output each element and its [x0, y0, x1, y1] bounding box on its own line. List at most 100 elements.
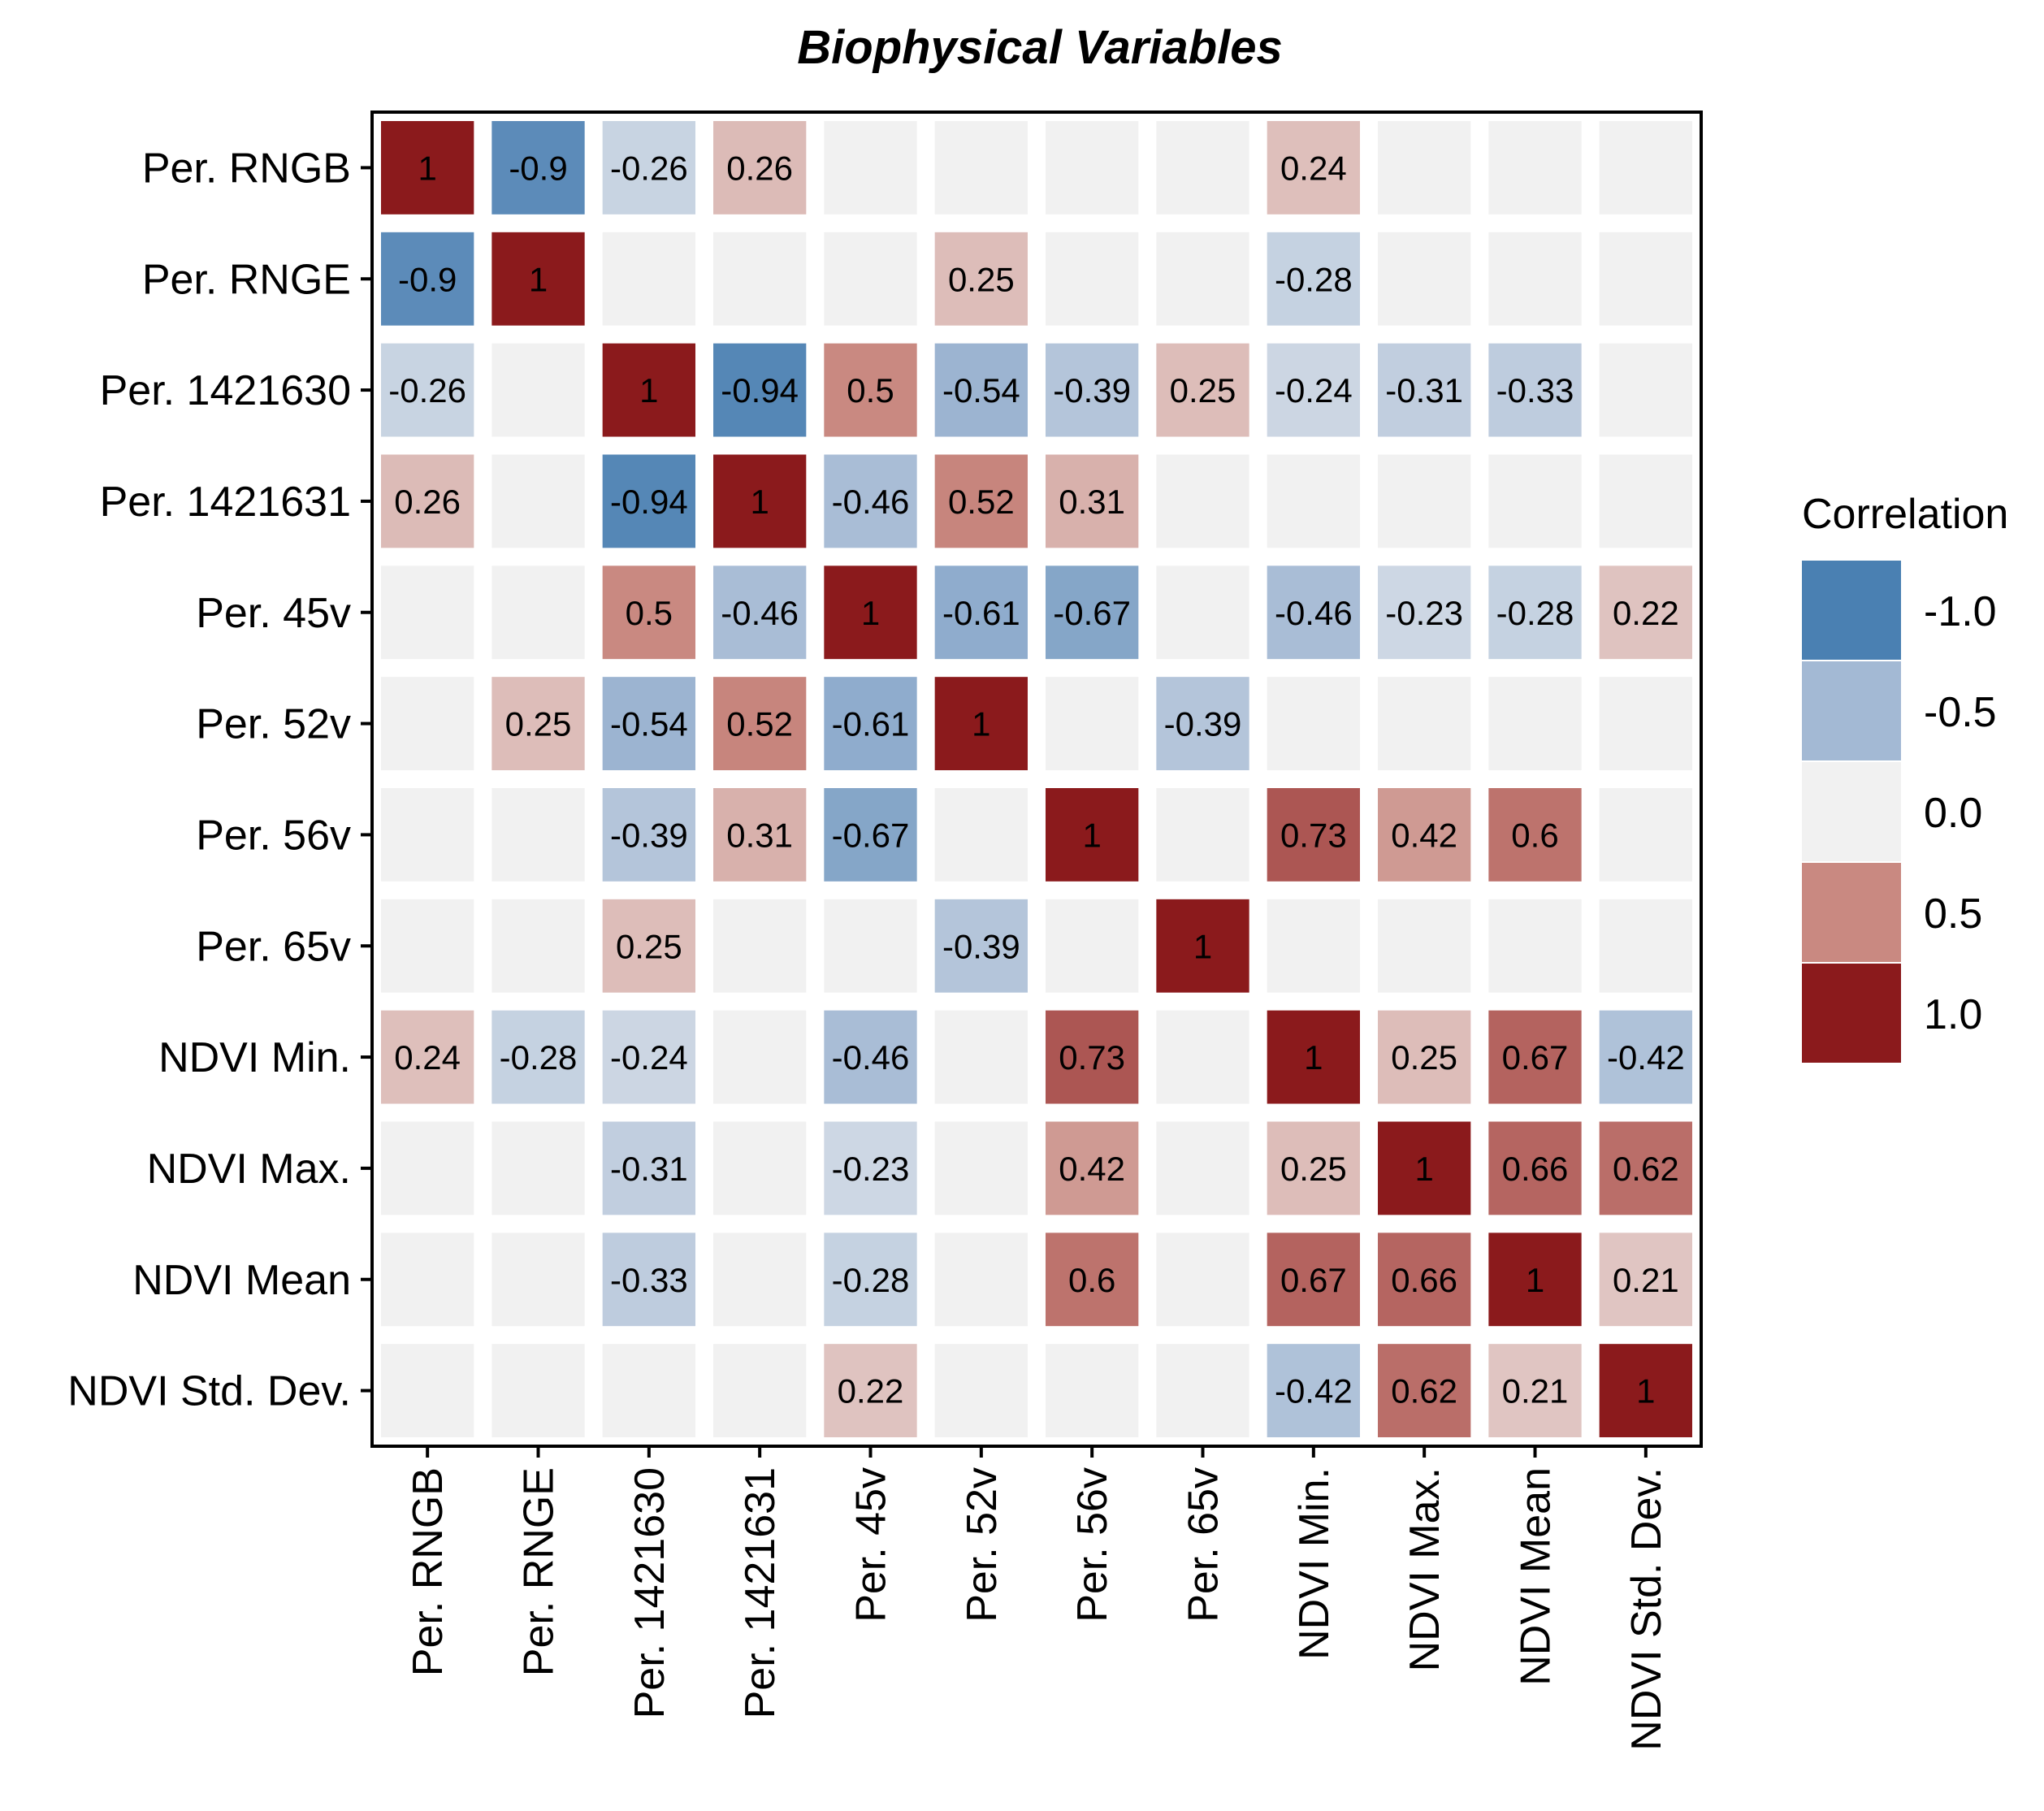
legend-label: 0.5 [1924, 890, 1982, 938]
heatmap-cell [1599, 343, 1692, 437]
cell-value-label: -0.39 [1164, 705, 1242, 743]
x-tick-label: Per. 52v [959, 1467, 1006, 1623]
heatmap-cell [602, 565, 695, 660]
heatmap-cell [1599, 1121, 1692, 1215]
heatmap-cell [381, 1121, 474, 1215]
heatmap-cell [1267, 1233, 1360, 1327]
heatmap-cell [934, 121, 1028, 214]
heatmap-cell [1046, 454, 1139, 548]
legend-swatch [1802, 863, 1901, 962]
heatmap-cell [1267, 1121, 1360, 1215]
x-tick-label: Per. 1421631 [737, 1467, 784, 1718]
cell-value-label: 0.67 [1280, 1261, 1347, 1299]
heatmap-cell [713, 1344, 807, 1437]
cell-value-label: 0.31 [1059, 483, 1125, 521]
cell-value-label: 0.21 [1613, 1261, 1679, 1299]
row-labels: Per. RNGB Per. RNGE Per. 1421630 Per. 14216… [67, 145, 372, 1415]
heatmap-cell [713, 1233, 807, 1327]
heatmap-cell [713, 343, 807, 437]
cell-value-label: 0.52 [948, 483, 1015, 521]
heatmap-cell [1488, 677, 1582, 770]
cell-value-label: -0.28 [832, 1261, 910, 1299]
x-tick-label: Per. RNGB [405, 1467, 452, 1676]
heatmap-cell [1599, 121, 1692, 214]
heatmap-cell [1267, 565, 1360, 660]
cell-value-label: -0.26 [388, 371, 466, 409]
heatmap-cell [602, 1233, 695, 1327]
heatmap-cell [1488, 121, 1582, 214]
heatmap-cell [1156, 232, 1249, 326]
heatmap-cell [1267, 454, 1360, 548]
cell-value-label: 0.73 [1059, 1038, 1125, 1077]
x-tick-label: Per. 65v [1180, 1467, 1228, 1623]
cell-value-label: 1 [1193, 927, 1212, 965]
heatmap-cell [602, 1121, 695, 1215]
heatmap-cell [1599, 788, 1692, 882]
heatmap-cell [1156, 454, 1249, 548]
legend-label: 1.0 [1924, 991, 1982, 1038]
heatmap-cell [1378, 1010, 1471, 1104]
cell-value-label: -0.31 [1385, 371, 1463, 409]
heatmap-cell [1046, 677, 1139, 770]
heatmap-cell [602, 232, 695, 326]
heatmap-cell [1488, 788, 1582, 882]
cell-value-label: 0.25 [948, 260, 1015, 298]
cell-value-label: -0.26 [610, 149, 688, 187]
heatmap-cell [1156, 677, 1249, 770]
heatmap-cell [1267, 677, 1360, 770]
cell-value-label: 0.62 [1391, 1372, 1457, 1410]
heatmap-cell [934, 343, 1028, 437]
cell-value-label: 0.31 [726, 816, 793, 854]
y-tick-label: Per. RNGE [142, 256, 351, 303]
cell-value-label: -0.9 [509, 149, 567, 187]
heatmap-cell [1156, 1344, 1249, 1437]
heatmap-cell [492, 899, 585, 993]
legend-label: -0.5 [1924, 689, 1997, 736]
heatmap-cell [1378, 121, 1471, 214]
heatmap-cell [1488, 1233, 1582, 1327]
heatmap-cell [713, 565, 807, 660]
heatmap-cell [1267, 1344, 1360, 1437]
heatmap-cell [824, 121, 917, 214]
heatmap-cell [824, 899, 917, 993]
cell-value-label: 1 [639, 371, 658, 409]
cell-value-label: -0.23 [1385, 594, 1463, 632]
heatmap-cell [713, 454, 807, 548]
heatmap-cell [381, 1344, 474, 1437]
cell-value-label: -0.46 [832, 1038, 910, 1077]
heatmap-cell [1156, 343, 1249, 437]
cell-value-label: 1 [1082, 816, 1101, 854]
heatmap-cell [1378, 677, 1471, 770]
heatmap-cell [381, 232, 474, 326]
cell-value-label: -0.94 [610, 483, 688, 521]
x-tick-label: Per. RNGE [516, 1467, 563, 1676]
cells-layer: 1 -0.9 -0.26 0.26 0.24 -0.9 1 0.25 -0.28 -0.26 1 -0… [381, 121, 1692, 1437]
heatmap-cell [1599, 1344, 1692, 1437]
cell-value-label: -0.61 [942, 594, 1020, 632]
y-tick-label: NDVI Std. Dev. [67, 1368, 351, 1415]
cell-value-label: -0.94 [721, 371, 799, 409]
cell-value-label: 0.66 [1391, 1261, 1457, 1299]
cell-value-label: 0.22 [1613, 594, 1679, 632]
heatmap-cell [1599, 677, 1692, 770]
y-tick-label: Per. 65v [196, 923, 351, 970]
cell-value-label: -0.42 [1275, 1372, 1353, 1410]
cell-value-label: 0.25 [1170, 371, 1236, 409]
cell-value-label: 1 [529, 260, 548, 298]
heatmap-cell [381, 1010, 474, 1104]
heatmap-cell [1046, 788, 1139, 882]
heatmap-cell [602, 788, 695, 882]
heatmap-cell [1156, 565, 1249, 660]
heatmap-cell [1267, 899, 1360, 993]
cell-value-label: 0.24 [394, 1038, 461, 1077]
heatmap-cell [381, 677, 474, 770]
heatmap-cell [492, 788, 585, 882]
cell-value-label: 1 [1414, 1150, 1433, 1188]
cell-value-label: 0.6 [1068, 1261, 1115, 1299]
heatmap-cell [381, 343, 474, 437]
heatmap-cell [824, 565, 917, 660]
legend-title: Correlation [1802, 491, 2008, 538]
heatmap-cell [492, 232, 585, 326]
heatmap-cell [824, 232, 917, 326]
heatmap-cell [602, 343, 695, 437]
